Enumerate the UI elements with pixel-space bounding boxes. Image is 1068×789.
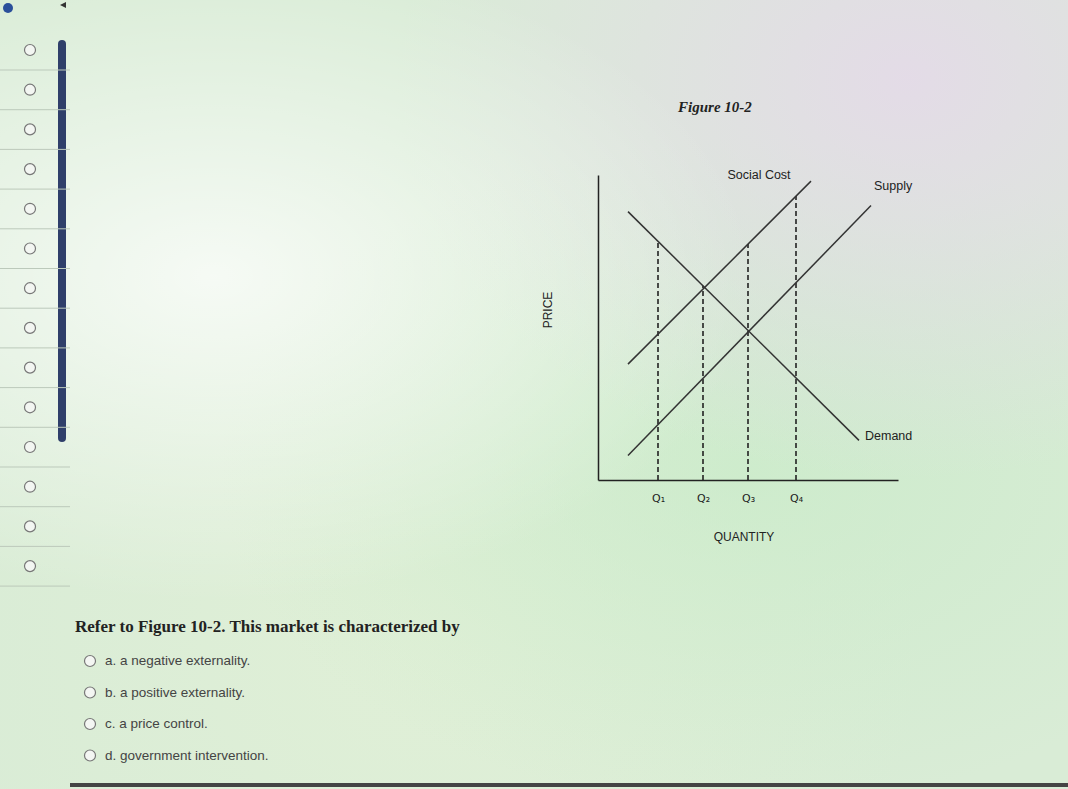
nav-separator <box>0 149 70 150</box>
grid-line <box>702 286 704 480</box>
option-radio[interactable] <box>85 719 96 730</box>
nav-separator <box>0 347 70 348</box>
nav-radio[interactable] <box>25 45 36 56</box>
nav-separator <box>0 109 70 110</box>
series-label: Supply <box>874 179 913 193</box>
x-axis: Q₁ Q₂ Q₃ Q₄ <box>599 480 899 505</box>
option-label[interactable]: b. a positive externality. <box>105 685 245 700</box>
nav-separator <box>0 387 70 388</box>
nav-radio[interactable] <box>25 124 36 135</box>
option-radio[interactable] <box>85 656 96 667</box>
nav-radio[interactable] <box>25 521 36 532</box>
plot-area <box>628 181 871 480</box>
bottom-border <box>70 783 1068 787</box>
chart-title: Figure 10-2 <box>677 99 752 115</box>
x-tick-label: Q₃ <box>742 492 755 505</box>
series-line <box>628 212 859 441</box>
nav-separator <box>0 586 70 587</box>
nav-radio[interactable] <box>25 402 36 413</box>
nav-separator <box>0 427 70 428</box>
grid-line <box>795 196 797 480</box>
nav-radio[interactable] <box>25 362 36 373</box>
y-axis-title: PRICE <box>541 292 555 329</box>
nav-separator <box>0 467 70 468</box>
option-label[interactable]: d. government intervention. <box>105 748 269 763</box>
nav-separator <box>0 506 70 507</box>
option-label[interactable]: c. a price control. <box>105 716 208 731</box>
scrollbar <box>58 40 66 442</box>
option-radio[interactable] <box>85 687 96 698</box>
x-tick-label: Q₄ <box>790 492 804 505</box>
nav-radio[interactable] <box>25 84 36 95</box>
x-tick: Q₂ <box>697 480 710 505</box>
series-label: Demand <box>865 429 912 443</box>
x-tick-label: Q₁ <box>652 492 665 505</box>
nav-separator <box>0 228 70 229</box>
x-axis-title: QUANTITY <box>714 530 775 544</box>
nav-separator <box>0 268 70 269</box>
question: Refer to Figure 10-2. This market is cha… <box>75 617 460 636</box>
nav-arrow <box>60 2 66 8</box>
page: Figure 10-2 Demand Supply Social Cost Q₁ Q₂ Q₃… <box>0 0 1068 789</box>
nav-radio[interactable] <box>25 243 36 254</box>
nav-radio[interactable] <box>25 322 36 333</box>
nav-separator <box>0 189 70 190</box>
series-label: Social Cost <box>727 168 791 182</box>
nav-separator <box>0 546 70 547</box>
nav-column <box>0 2 70 586</box>
grid-line <box>747 244 749 480</box>
y-axis <box>598 176 599 481</box>
chart: Figure 10-2 Demand Supply Social Cost Q₁ Q₂ Q₃… <box>541 99 913 544</box>
nav-radio[interactable] <box>25 561 36 572</box>
option-label[interactable]: a. a negative externality. <box>105 653 250 668</box>
nav-radio[interactable] <box>25 442 36 453</box>
y-axis-line <box>598 176 600 481</box>
x-axis-line <box>599 480 899 482</box>
nav-radio[interactable] <box>25 203 36 214</box>
grid-line <box>657 241 659 480</box>
series-line <box>628 181 811 364</box>
nav-radio[interactable] <box>25 283 36 294</box>
nav-radio[interactable] <box>25 164 36 175</box>
x-tick-label: Q₂ <box>697 492 710 505</box>
x-tick: Q₃ <box>742 480 755 505</box>
option-radio[interactable] <box>85 750 96 761</box>
nav-radio[interactable] <box>25 481 36 492</box>
nav-separator <box>0 308 70 309</box>
nav-separator <box>0 70 70 71</box>
x-tick: Q₁ <box>652 480 665 505</box>
x-tick: Q₄ <box>790 480 804 505</box>
nav-dot <box>3 3 13 13</box>
